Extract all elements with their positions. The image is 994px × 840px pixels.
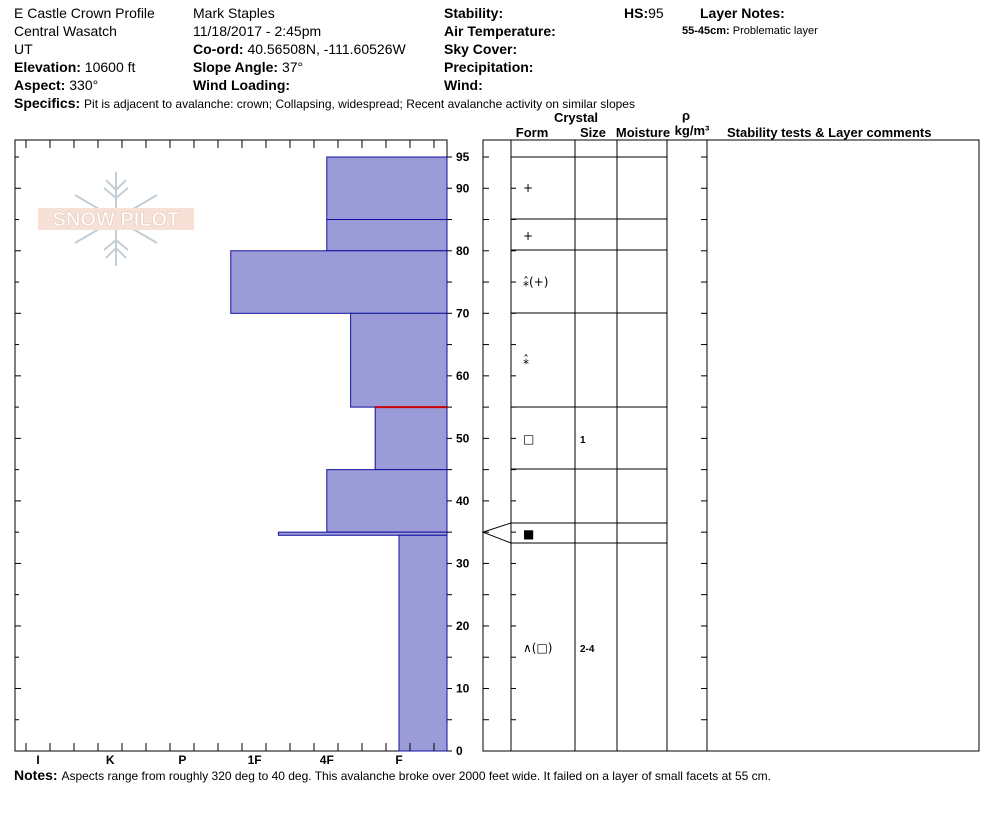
layer-note-text: Problematic layer: [732, 25, 818, 37]
hardness-tick-label: K: [106, 753, 115, 767]
hardness-layer-bar-1: [326, 219, 448, 252]
crystal-form-symbol-6: ∧(□): [523, 641, 552, 655]
crystal-symbols: + + ⁎̂(+) ⁎̂ □ 1 ■ ∧(□) 2-4: [523, 181, 595, 655]
layer-connector: [481, 522, 512, 544]
elevation-value: 10600 ft: [84, 59, 136, 75]
hardness-layer-bar-5: [326, 469, 448, 533]
sky-cover-label: Sky Cover:: [444, 41, 518, 57]
crystal-table: + + ⁎̂(+) ⁎̂ □ 1 ■ ∧(□) 2-4: [481, 139, 980, 752]
hardness-tick-label: P: [178, 753, 186, 767]
mountain-range: Central Wasatch: [14, 23, 117, 39]
state: UT: [14, 41, 33, 57]
depth-tick-label: 40: [456, 494, 470, 508]
depth-tick-label: 0: [456, 744, 463, 758]
hardness-layer-bar-6: [277, 531, 448, 536]
depth-tick-label: 50: [456, 431, 470, 445]
hardness-tick-label: F: [395, 753, 402, 767]
elevation: Elevation: 10600 ft: [14, 58, 135, 76]
depth-tick-label: 10: [456, 681, 470, 695]
aspect-label: Aspect:: [14, 77, 66, 93]
aspect: Aspect: 330°: [14, 76, 98, 94]
slope-value: 37°: [281, 59, 304, 75]
hardness-layer-bar-2: [230, 250, 448, 314]
coordinates: Co-ord: 40.56508N, -111.60526W: [193, 40, 406, 58]
crystal-size-label-4: 1: [580, 435, 586, 446]
date-time: 11/18/2017 - 2:45pm: [193, 23, 322, 39]
logo-text: SNOW PILOT: [53, 209, 180, 231]
precipitation: Precipitation:: [444, 58, 533, 76]
air-temp-label: Air Temperature:: [444, 23, 556, 39]
profile-name: E Castle Crown Profile: [14, 5, 155, 21]
wind-label: Wind:: [444, 77, 483, 93]
depth-tick-label: 20: [456, 619, 470, 633]
wind-loading: Wind Loading:: [193, 76, 290, 94]
hardness-layer-bar-7: [398, 534, 448, 752]
column-header-crystal: Crystal: [554, 110, 598, 125]
crystal-form-symbol-4: □: [523, 432, 534, 446]
hardness-layer-bar-3: [350, 312, 448, 408]
crystal-form-symbol-5: ■: [523, 527, 534, 541]
depth-tick-label: 70: [456, 306, 470, 320]
slope-label: Slope Angle:: [193, 59, 279, 75]
column-header-size: Size: [580, 125, 606, 140]
sky-cover: Sky Cover:: [444, 40, 517, 58]
table-frame: [482, 139, 980, 752]
depth-tick-label: 95: [456, 150, 470, 164]
coord-value: 40.56508N, -111.60526W: [247, 41, 406, 57]
elevation-label: Elevation:: [14, 59, 81, 75]
layer-notes-label: Layer Notes:: [700, 5, 785, 21]
snow-height: HS:95: [624, 4, 664, 22]
depth-tick-label: 30: [456, 556, 470, 570]
observer: Mark Staples: [193, 5, 275, 21]
hardness-plot-ticks: [15, 140, 452, 752]
hardness-tick-label: 4F: [320, 753, 334, 767]
column-header-rho: ρ: [682, 108, 690, 123]
column-header-stability: Stability tests & Layer comments: [727, 125, 931, 140]
crystal-form-symbol-2: ⁎̂(+): [523, 275, 548, 289]
crystal-size-label-6: 2-4: [580, 644, 595, 655]
stability-label: Stability:: [444, 5, 504, 21]
snow-profile-chart: SNOW PILOT I K P 1F 4F F 0 10 20 30 40 50 60 70 80 90 9…: [14, 108, 980, 767]
logo-banner: [38, 208, 194, 230]
depth-tick-label: 90: [456, 181, 470, 195]
hardness-tick-label: I: [36, 753, 39, 767]
table-depth-ticks: [483, 156, 707, 752]
hardness-layer-bar-0: [326, 156, 448, 221]
precip-label: Precipitation:: [444, 59, 534, 75]
notes: Notes: Aspects range from roughly 320 de…: [14, 766, 771, 785]
wind-loading-label: Wind Loading:: [193, 77, 291, 93]
hardness-layer-bars: [230, 156, 448, 752]
depth-tick-label: 80: [456, 244, 470, 258]
depth-axis-labels: 0 10 20 30 40 50 60 70 80 90 95: [456, 150, 470, 758]
depth-tick-label: 60: [456, 369, 470, 383]
layer-note-range: 55-45cm:: [682, 25, 730, 37]
coord-label: Co-ord:: [193, 41, 244, 57]
column-header-moisture: Moisture: [616, 125, 670, 140]
slope-angle: Slope Angle: 37°: [193, 58, 303, 76]
air-temperature: Air Temperature:: [444, 22, 556, 40]
column-header-form: Form: [516, 125, 549, 140]
column-header-density-unit: kg/m³: [675, 123, 710, 138]
notes-text: Aspects range from roughly 320 deg to 40…: [61, 769, 771, 783]
hardness-axis-labels: I K P 1F 4F F: [36, 753, 402, 767]
stability: Stability:: [444, 4, 503, 22]
layer-notes: Layer Notes:: [700, 4, 785, 22]
snowpilot-logo: SNOW PILOT: [38, 172, 194, 266]
wind: Wind:: [444, 76, 483, 94]
layer-note-entry: 55-45cm: Problematic layer: [682, 22, 818, 40]
crystal-form-symbol-1: +: [523, 229, 533, 243]
crystal-form-symbol-0: +: [523, 181, 533, 195]
hardness-layer-bar-4: [374, 406, 448, 471]
hs-label: HS:: [624, 5, 649, 21]
crystal-form-symbol-3: ⁎̂: [523, 353, 529, 367]
table-layer-rows: [511, 156, 667, 544]
hardness-tick-label: 1F: [248, 753, 262, 767]
specifics-text: Pit is adjacent to avalanche: crown; Col…: [84, 97, 635, 111]
specifics: Specifics: Pit is adjacent to avalanche:…: [14, 94, 635, 113]
aspect-value: 330°: [69, 77, 99, 93]
specifics-label: Specifics:: [14, 95, 81, 111]
hs-value: 95: [648, 5, 664, 21]
notes-label: Notes:: [14, 767, 58, 783]
